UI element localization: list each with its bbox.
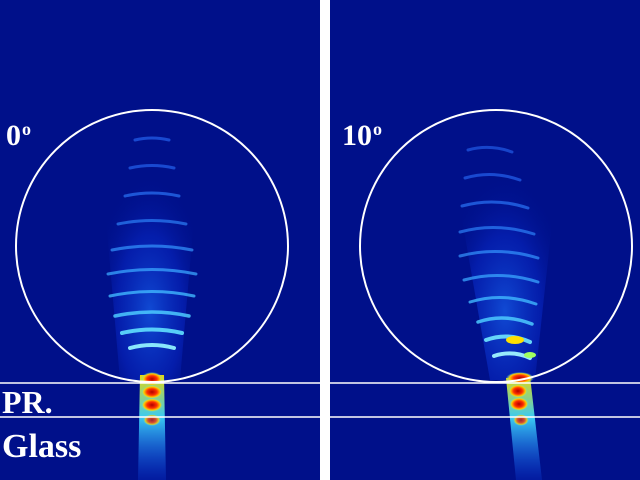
- focus-cone: [450, 150, 560, 380]
- microsphere-outline: [15, 109, 289, 383]
- interference-fringes: [458, 145, 540, 360]
- angle-label-0: 0o: [6, 119, 31, 152]
- layer-label-glass: Glass: [2, 428, 82, 465]
- angle-label-10: 10o: [342, 119, 382, 152]
- layer-label-pr: PR.: [2, 384, 53, 420]
- bright-fringes: [506, 336, 536, 358]
- interference-fringes: [106, 136, 198, 350]
- simulation-panel-0deg: 0o PR. Glass: [0, 0, 320, 480]
- simulation-panel-10deg: 10o: [330, 0, 640, 480]
- microsphere-outline: [359, 109, 633, 383]
- field-map-10deg: [330, 109, 640, 480]
- field-map-0deg: [0, 109, 320, 480]
- focus-cone: [100, 150, 200, 380]
